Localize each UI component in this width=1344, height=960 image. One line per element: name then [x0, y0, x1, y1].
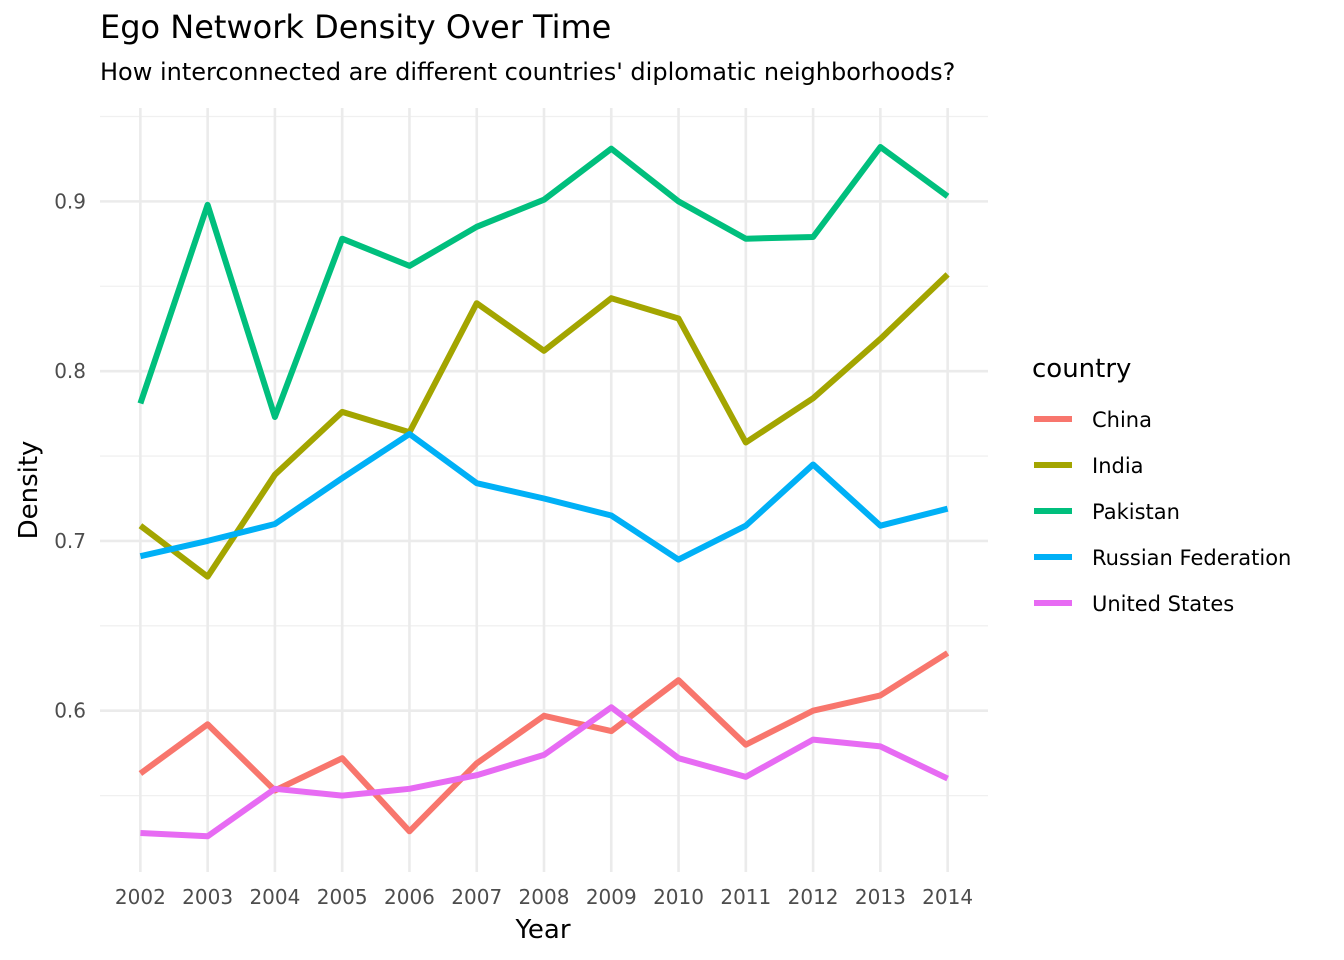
legend-label: China	[1092, 408, 1152, 432]
legend-label: India	[1092, 454, 1144, 478]
legend-item: China	[1034, 408, 1152, 432]
legend: country China India Pakistan Russian Federa…	[1032, 354, 1291, 616]
x-tick-label: 2006	[384, 885, 435, 909]
x-tick-label: 2012	[788, 885, 839, 909]
x-tick-label: 2008	[519, 885, 570, 909]
legend-title: country	[1032, 354, 1131, 384]
x-tick-label: 2011	[720, 885, 771, 909]
legend-label: Pakistan	[1092, 500, 1180, 524]
x-tick-label: 2002	[115, 885, 166, 909]
axis-layer: 2002 2003 2004 2005 2006 2007 2008 2009 2010 2011…	[54, 189, 973, 909]
x-tick-label: 2004	[249, 885, 300, 909]
legend-item: United States	[1034, 592, 1234, 616]
y-tick-label: 0.6	[54, 699, 86, 723]
y-axis-title: Density	[14, 441, 44, 540]
y-tick-label: 0.8	[54, 359, 86, 383]
legend-label: Russian Federation	[1092, 546, 1291, 570]
x-tick-label: 2005	[317, 885, 368, 909]
legend-item: India	[1034, 454, 1144, 478]
x-tick-label: 2007	[451, 885, 502, 909]
legend-label: United States	[1092, 592, 1234, 616]
series-line-pakistan	[137, 144, 950, 420]
y-tick-label: 0.9	[54, 189, 86, 213]
x-tick-label: 2003	[182, 885, 233, 909]
x-tick-label: 2010	[653, 885, 704, 909]
x-tick-label: 2013	[855, 885, 906, 909]
series-layer	[137, 144, 950, 840]
series-line-united-states	[140, 704, 949, 840]
chart-subtitle: How interconnected are different countri…	[100, 58, 956, 86]
chart-title: Ego Network Density Over Time	[100, 8, 612, 46]
x-axis-title: Year	[514, 915, 570, 945]
legend-item: Pakistan	[1034, 500, 1180, 524]
series-line-india	[138, 272, 950, 580]
x-tick-label: 2014	[922, 885, 973, 909]
x-tick-label: 2009	[586, 885, 637, 909]
y-tick-label: 0.7	[54, 529, 86, 553]
legend-item: Russian Federation	[1034, 546, 1291, 570]
series-line-russian-federation	[139, 431, 949, 563]
legend-items: China India Pakistan Russian Federation Unit…	[1034, 408, 1291, 616]
